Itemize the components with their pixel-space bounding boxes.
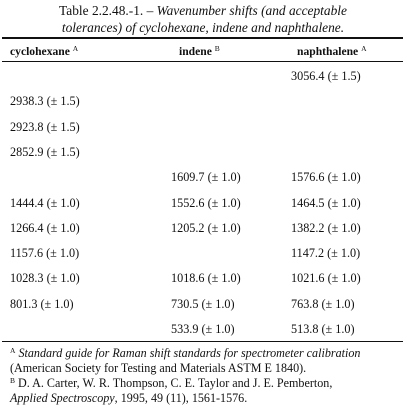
table-cell-naphthalene: 1382.2 (± 1.0) — [291, 220, 361, 235]
table-cell-cyclohexane: 1028.3 (± 1.0) — [10, 271, 80, 286]
table-caption: Table 2.2.48.-1. – Wavenumber shifts (an… — [0, 2, 406, 36]
footnote-b-journal: Applied Spectroscopy — [10, 390, 115, 405]
table-cell-cyclohexane: 2852.9 (± 1.5) — [10, 144, 80, 159]
table-cell-naphthalene: 1464.5 (± 1.0) — [291, 195, 361, 210]
table-cell-naphthalene: 1147.2 (± 1.0) — [291, 246, 361, 261]
caption-prefix: Table 2.2.48.-1. – — [59, 3, 157, 18]
footnote-mark: A — [10, 346, 16, 355]
table-cell-indene: 730.5 (± 1.0) — [171, 296, 235, 311]
column-header-indene: indene B — [179, 42, 220, 59]
table-cell-indene: 1205.2 (± 1.0) — [171, 220, 241, 235]
table-cell-indene: 1609.7 (± 1.0) — [171, 170, 241, 185]
table-cell-naphthalene: 1021.6 (± 1.0) — [291, 271, 361, 286]
table-top-rule — [2, 37, 403, 39]
footnote-mark: B — [10, 376, 16, 385]
table-cell-naphthalene: 1576.6 (± 1.0) — [291, 170, 361, 185]
footnote-a: A Standard guide for Raman shift standar… — [10, 344, 402, 375]
table-cell-cyclohexane: 1444.4 (± 1.0) — [10, 195, 80, 210]
table-cell-naphthalene: 513.8 (± 1.0) — [291, 322, 355, 336]
caption-line-1: Table 2.2.48.-1. – Wavenumber shifts (an… — [0, 2, 406, 19]
table-bottom-rule — [2, 341, 403, 342]
column-header-label: indene — [179, 45, 212, 58]
table-cell-naphthalene: 3056.4 (± 1.5) — [291, 69, 361, 83]
column-header-label: naphthalene — [297, 45, 359, 58]
table-cell-indene: 1552.6 (± 1.0) — [171, 195, 241, 210]
footnote-mark: A — [72, 44, 79, 53]
table-cell-cyclohexane: 2938.3 (± 1.5) — [10, 94, 80, 109]
footnote-a-source: (American Society for Testing and Materi… — [10, 360, 307, 375]
footnote-mark: B — [214, 44, 220, 53]
footnote-mark: A — [361, 44, 367, 53]
column-header-label: cyclohexane — [10, 45, 70, 58]
table-cell-cyclohexane: 1157.6 (± 1.0) — [10, 246, 80, 261]
table-cell-cyclohexane: 2923.8 (± 1.5) — [10, 119, 80, 134]
footnote-b-authors: D. A. Carter, W. R. Thompson, C. E. Tayl… — [15, 376, 333, 390]
table-cell-indene: 533.9 (± 1.0) — [171, 322, 235, 336]
column-header-naphthalene: naphthalene A — [297, 42, 367, 59]
footnote-a-title: Standard guide for Raman shift standards… — [18, 346, 361, 360]
table-cell-cyclohexane: 1266.4 (± 1.0) — [10, 220, 80, 235]
footnote-b: B D. A. Carter, W. R. Thompson, C. E. Ta… — [10, 374, 402, 405]
table-cell-naphthalene: 763.8 (± 1.0) — [291, 296, 355, 311]
caption-title-part-2: tolerances) of cyclohexane, indene and n… — [61, 20, 345, 35]
table-cell-cyclohexane: 801.3 (± 1.0) — [10, 296, 74, 311]
footnote-b-citation: , 1995, 49 (11), 1561-1576. — [114, 390, 248, 405]
column-header-cyclohexane: cyclohexane A — [10, 42, 78, 59]
table-cell-indene: 1018.6 (± 1.0) — [171, 271, 241, 286]
table-header-rule — [2, 61, 403, 62]
caption-title-part-1: Wavenumber shifts (and acceptable — [156, 3, 347, 18]
